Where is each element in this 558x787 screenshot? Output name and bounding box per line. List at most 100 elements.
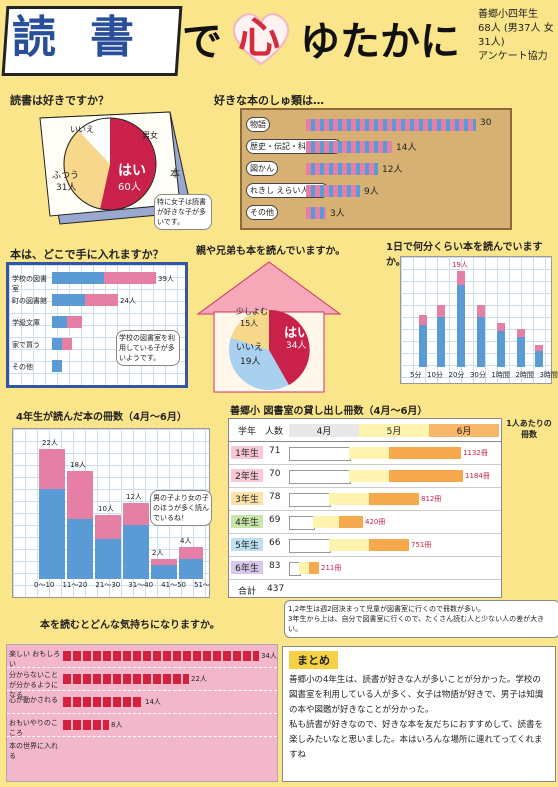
- library-sum-label: 合計: [237, 587, 256, 597]
- books-read-x-label: 11～20: [62, 581, 88, 589]
- summary-line: きで、男子は知識の本や図鑑が好きなことが分かった。: [289, 690, 544, 715]
- daily-x-label: 2時間: [515, 371, 534, 379]
- feelings-row: 分からないことが分かるようになる 22人: [7, 668, 277, 699]
- genre-row: 歴史・伝記・科学・社会 14人: [246, 136, 502, 158]
- survey-note: アンケート協力: [478, 51, 548, 62]
- library-total: 420冊: [365, 518, 386, 526]
- feelings-label: 分からないことが分かるようになる: [9, 671, 58, 699]
- summary-box: まとめ 善郷小の4年生は、読書が好きな人が多いことが分かった。学校の図書室を利用…: [282, 646, 556, 782]
- library-title: 善郷小 図書室の貸し出し冊数（4月～6月）: [230, 406, 428, 417]
- library-people: 66: [269, 538, 281, 548]
- daily-x-label: 10分: [427, 371, 443, 379]
- survey-info: 善郷小四年生 68人 (男37人 女31人) アンケート協力: [478, 8, 554, 64]
- per-person-header: 1人あたりの冊数: [506, 419, 552, 439]
- where-label: 家で買う: [12, 341, 40, 349]
- feelings-count: 34人: [261, 652, 277, 660]
- title-char-1: 読: [12, 12, 56, 63]
- library-row: 5年生 66 751冊: [229, 534, 501, 557]
- where-row: その他: [12, 356, 178, 378]
- library-grade: 2年生: [231, 469, 263, 482]
- feelings-count: 8人: [111, 721, 123, 729]
- genre-row: 図かん 12人: [246, 158, 502, 180]
- where-label: その他: [12, 363, 33, 371]
- where-question: 本は、どこで手に入れますか？: [10, 248, 164, 261]
- library-total: 751冊: [411, 541, 432, 549]
- library-total: 1184冊: [465, 472, 490, 480]
- library-note-2: 3年生から上は、自分で図書室に行くので、たくさん読む人と少ない人の差が大きい。: [288, 615, 545, 633]
- books-read-question: 4年生が読んだ本の冊数（4月～6月）: [16, 412, 187, 423]
- daily-question: 1日で何分くらい本を読んでいますか。: [386, 242, 543, 268]
- like-note: 特に女子は読書が好きな子が多いです。: [154, 194, 212, 230]
- heart-icon: [228, 8, 294, 68]
- genre-count: 12人: [382, 165, 403, 175]
- library-people: 71: [269, 446, 281, 456]
- genre-row: 物語 30: [246, 114, 502, 136]
- where-row: 学級文庫: [12, 312, 178, 334]
- genre-question: 好きな本のしゅ類は…: [214, 94, 324, 107]
- books-read-label: 18人: [70, 461, 86, 469]
- like-reading-chart: [20, 108, 200, 228]
- title-rest: ゆたかに: [300, 19, 460, 65]
- books-read-label: 10人: [98, 505, 114, 513]
- genre-row: れきし えらい人の話 9人: [246, 180, 502, 202]
- feelings-label: 心が動かされる: [9, 696, 58, 704]
- parents-iie-count: 19人: [240, 357, 261, 367]
- count-note: 68人 (男37人 女31人): [478, 23, 554, 48]
- genre-row: その他 3人: [246, 202, 502, 224]
- where-row: 学校の図書室 39人: [12, 268, 178, 293]
- genre-rows: 物語 30 歴史・伝記・科学・社会 14人 図かん 12人 れきし えらい人の話 9人 …: [246, 114, 502, 224]
- library-sum-row: 合計 437: [229, 580, 501, 602]
- books-read-label: 2人: [152, 549, 164, 557]
- feelings-question: 本を読むとどんな気持ちになりますか。: [40, 620, 220, 631]
- library-grade: 4年生: [231, 515, 263, 528]
- where-label: 学級文庫: [12, 319, 40, 327]
- parents-sukoshi-label: 少しよむ: [236, 307, 268, 316]
- feelings-row: 心が動かされる 14人: [7, 691, 277, 714]
- books-read-label: 22人: [42, 439, 58, 447]
- summary-text: 善郷小の4年生は、読書が好きな人が多いことが分かった。学校の図書室を利用している…: [289, 673, 549, 763]
- library-grade: 1年生: [231, 446, 263, 459]
- where-count: 39人: [158, 275, 174, 283]
- books-read-x-label: 51～: [194, 581, 210, 589]
- library-col-header: 人数: [265, 426, 284, 437]
- summary-line: 私も読書が好きなので、好きな本を友だちにおすすめして、読書を楽しみたいなと思いま…: [289, 720, 543, 760]
- library-people: 70: [269, 469, 281, 479]
- where-label: 町の図書館: [12, 297, 47, 305]
- feelings-chart: 楽しい おもしろい 34人 分からないことが分かるようになる 22人 心が動かされる…: [6, 644, 278, 782]
- books-read-label: 12人: [126, 493, 142, 501]
- library-table: 学年 人数 4月 5月 6月 1年生 71 1132冊 2年生 70 1184冊…: [228, 418, 502, 598]
- like-futsuu-count: 31人: [56, 183, 77, 193]
- daily-x-label: 3時間: [539, 371, 558, 379]
- feelings-row: おもいやりのこころ 8人: [7, 714, 277, 737]
- genre-label: その他: [246, 205, 278, 220]
- feelings-label: 楽しい おもしろい: [9, 650, 61, 668]
- parents-question: 親や兄弟も本を読んでいますか。: [196, 246, 346, 257]
- library-grade: 6年生: [231, 561, 263, 574]
- daily-x-label: 30分: [469, 371, 486, 379]
- library-row: 1年生 71 1132冊: [229, 442, 501, 465]
- library-grade: 3年生: [231, 492, 263, 505]
- summary-line: 善郷小の4年生は、読書が好きな人が多いことが分かった。学校の図書室を利用している…: [289, 675, 541, 700]
- like-side-label: 男女: [142, 131, 158, 140]
- parents-iie-label: いいえ: [236, 343, 264, 353]
- books-read-x-label: 41～50: [161, 581, 186, 589]
- title-char-2: 書: [90, 12, 134, 63]
- genre-label: 図かん: [246, 161, 278, 176]
- books-read-x-label: 31～40: [128, 581, 154, 589]
- library-row: 4年生 69 420冊: [229, 511, 501, 534]
- school-note: 善郷小四年生: [478, 9, 538, 20]
- genre-count: 30: [480, 118, 492, 128]
- parents-hai-count: 34人: [286, 341, 307, 351]
- library-total: 1132冊: [463, 449, 488, 457]
- books-read-label: 4人: [180, 537, 192, 545]
- parents-house-chart: [194, 258, 344, 394]
- genre-count: 9人: [364, 187, 379, 197]
- genre-count: 3人: [330, 209, 345, 219]
- where-label: 学校の図書室: [12, 275, 47, 293]
- library-notes: 1,2年生は週2回決まって児童が図書室に行くので冊数が多い。 3年生から上は、自…: [284, 600, 558, 638]
- books-read-bubble: 男の子より女の子のほうが多く読んでいるね！: [150, 490, 212, 526]
- library-people: 69: [269, 515, 281, 525]
- library-col-header: 4月: [289, 423, 359, 437]
- library-total: 812冊: [421, 495, 442, 503]
- books-read-x-label: 21～30: [95, 581, 121, 589]
